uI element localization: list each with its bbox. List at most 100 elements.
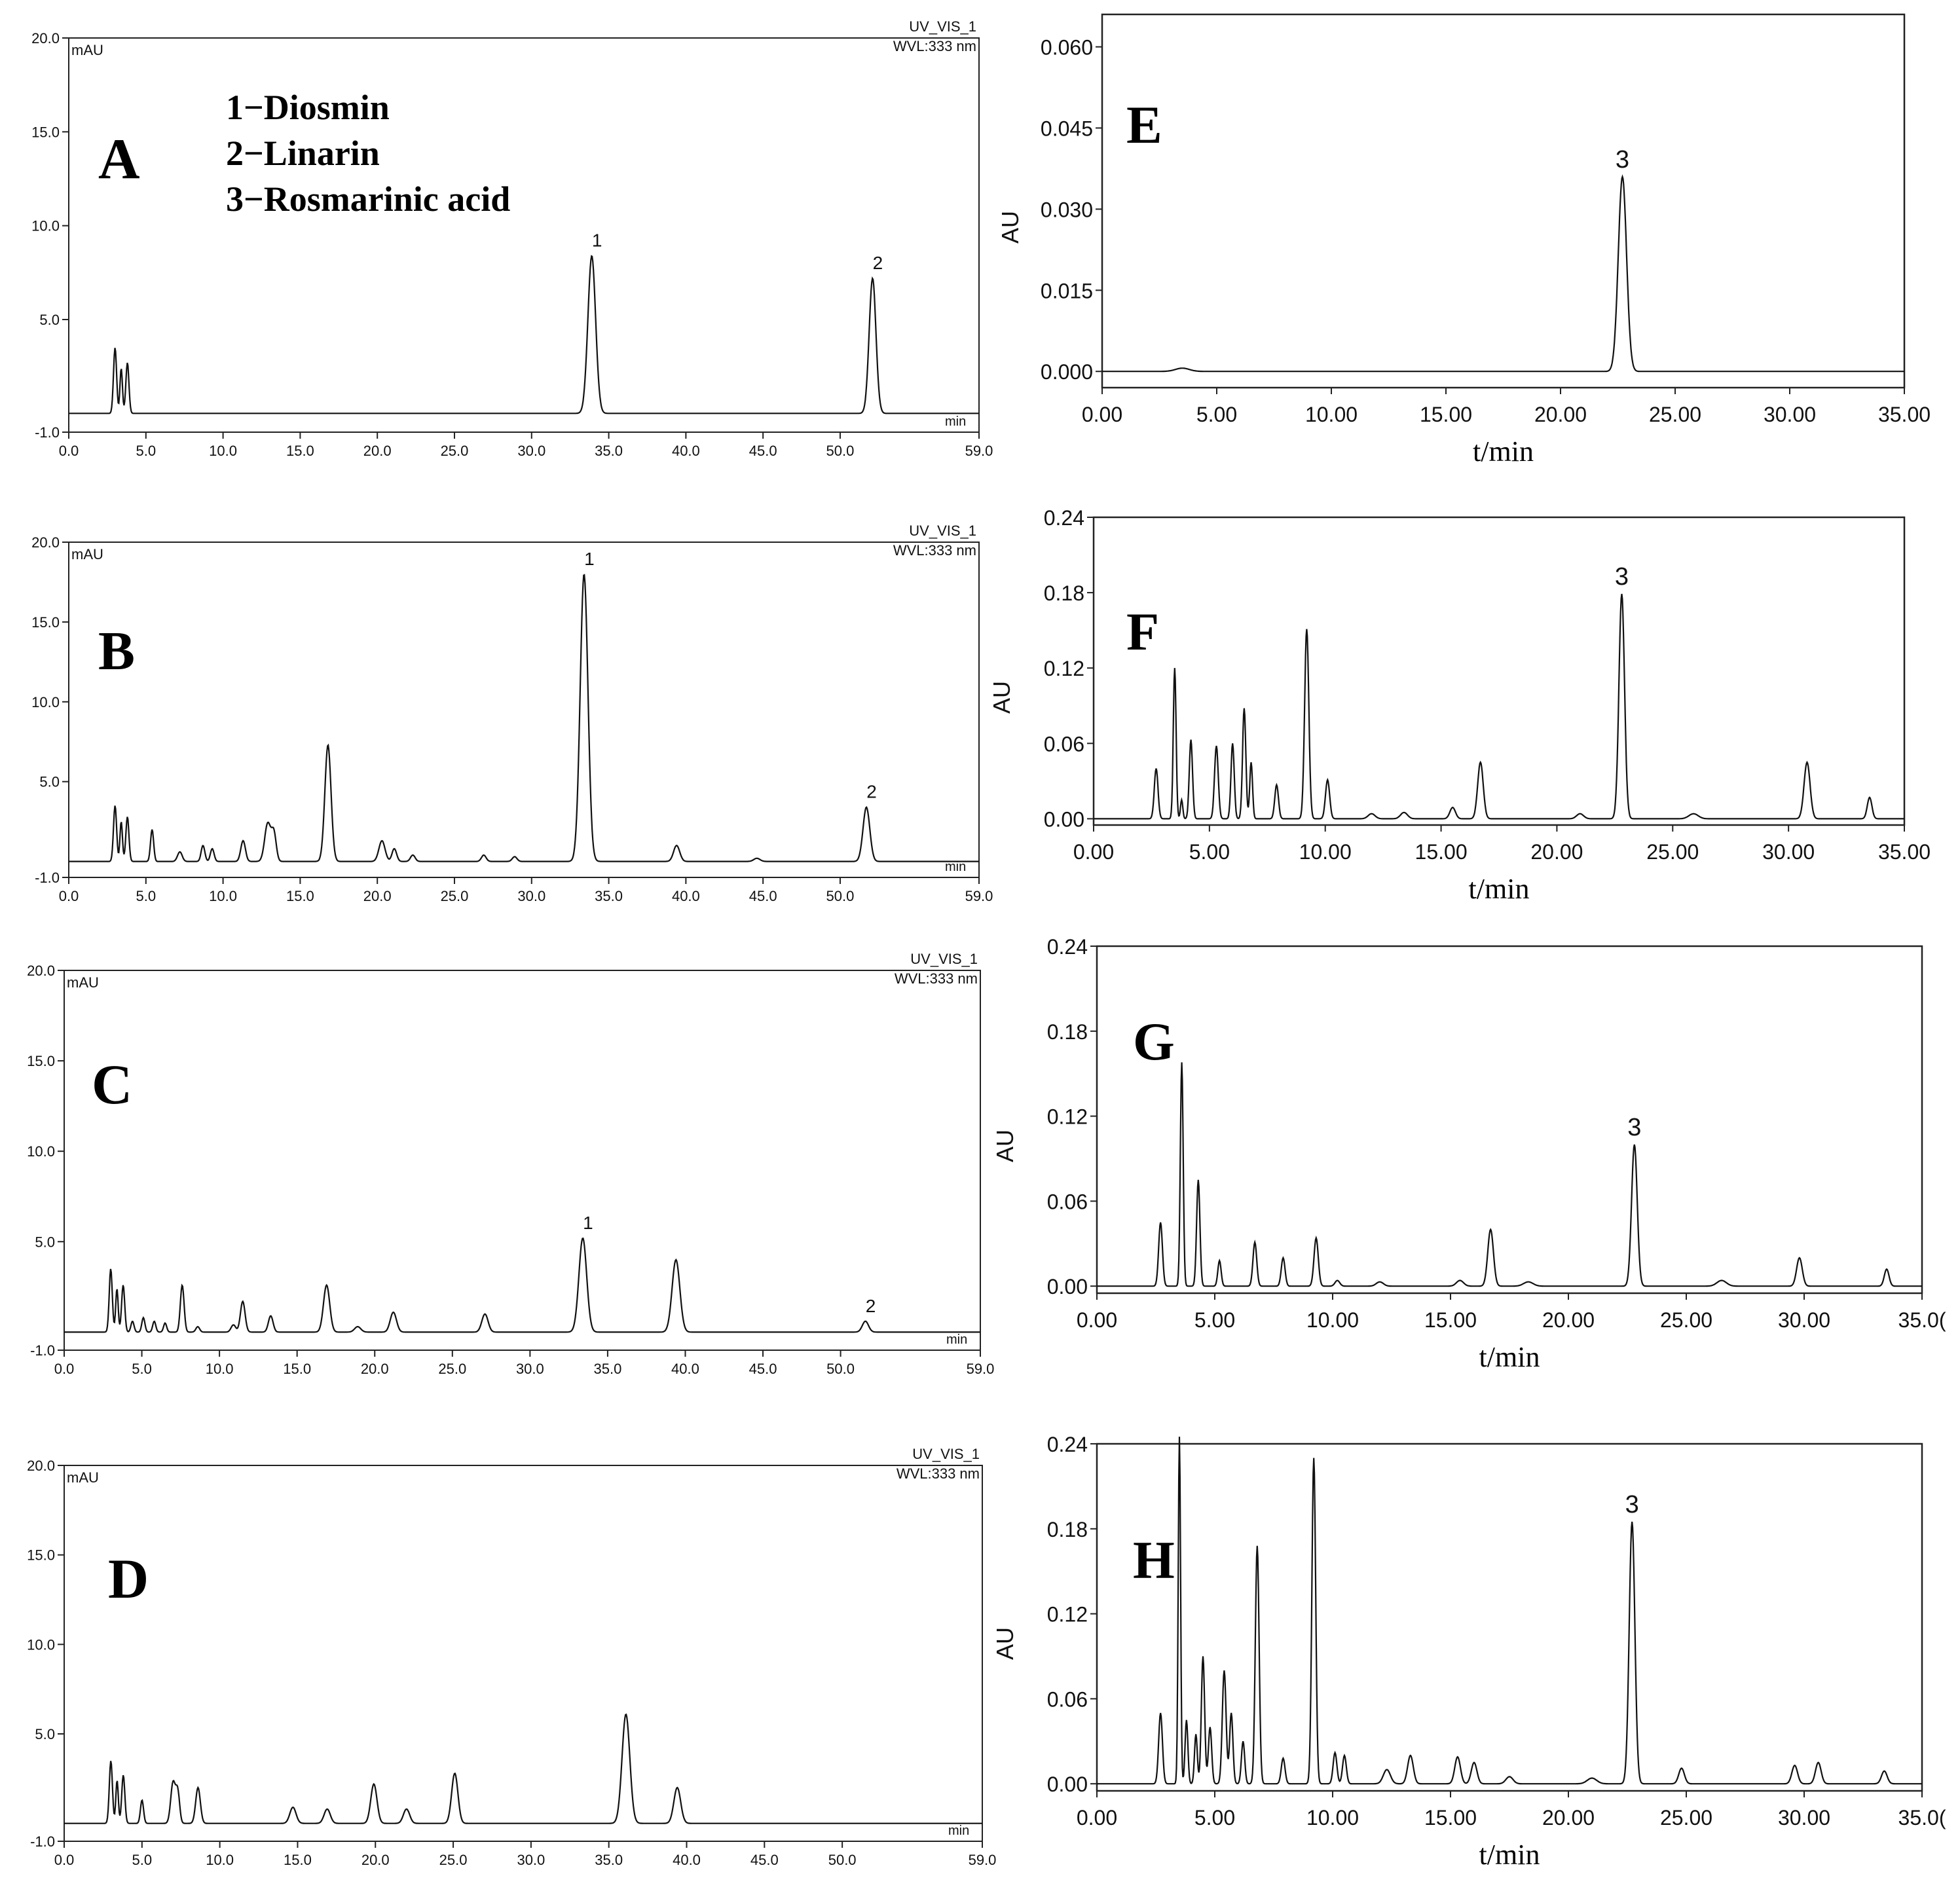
x-tick-label: 25.0 — [441, 888, 469, 904]
y-tick-label: 10.0 — [31, 694, 60, 710]
x-tick-label: 50.0 — [826, 1361, 855, 1377]
y-tick-label: 20.0 — [27, 1458, 55, 1474]
y-tick-label: -1.0 — [30, 1833, 55, 1850]
x-tick-label: 20.00 — [1534, 403, 1587, 426]
x-tick-label: 0.0 — [54, 1361, 75, 1377]
y-tick-label: 0.060 — [1041, 36, 1093, 60]
x-tick-label: 15.0 — [286, 888, 314, 904]
panel-g: 0.00 0.06 0.12 0.18 0.24 0.00 5.00 10.00 15.00 20… — [991, 935, 1946, 1373]
wavelength-header: WVL:333 nm — [893, 542, 976, 559]
x-tick-label: 0.00 — [1077, 1806, 1117, 1829]
x-tick-label: 0.0 — [59, 443, 79, 459]
y-tick-label: -1.0 — [30, 1342, 55, 1359]
x-tick-label: 50.0 — [826, 443, 855, 459]
y-tick-label: 0.00 — [1047, 1275, 1088, 1298]
x-tick-label: 45.0 — [749, 1361, 777, 1377]
y-axis-title: AU — [991, 1627, 1018, 1660]
x-axis-title: t/min — [1479, 1839, 1540, 1871]
y-tick-label: 15.0 — [27, 1053, 55, 1069]
peak-label: 2 — [873, 253, 883, 273]
y-unit-label: mAU — [71, 546, 103, 562]
y-tick-label: 0.18 — [1047, 1020, 1088, 1044]
x-tick-label: 45.0 — [749, 443, 777, 459]
x-tick-label: 50.0 — [828, 1852, 857, 1868]
x-tick-label: 10.0 — [209, 443, 237, 459]
x-tick-label: 5.00 — [1194, 1308, 1235, 1332]
x-axis-title: t/min — [1473, 435, 1534, 468]
y-tick-label: 15.0 — [27, 1547, 55, 1564]
y-tick-label: 15.0 — [31, 614, 60, 631]
chromatogram-trace — [1094, 593, 1904, 820]
x-tick-label: 59.0 — [965, 888, 993, 904]
x-tick-label: 5.0 — [136, 443, 156, 459]
panel-letter: C — [92, 1053, 132, 1116]
x-tick-label: 40.0 — [673, 1852, 701, 1868]
plot-frame — [1092, 516, 1906, 826]
x-tick-label: 35.0 — [594, 1361, 622, 1377]
x-tick-label: 59.0 — [967, 1361, 995, 1377]
y-tick-label: 5.0 — [39, 774, 60, 790]
x-tick-label: 25.00 — [1649, 403, 1701, 426]
x-tick-label: 15.0 — [283, 1361, 311, 1377]
chromatogram-panels: -1.05.010.015.020.00.0 5.0 10.0 15.0 20.0 25.… — [27, 13, 1946, 1871]
wavelength-header: WVL:333 nm — [897, 1465, 980, 1482]
x-tick-label: 5.00 — [1194, 1806, 1235, 1829]
detector-header: UV_VIS_1 — [909, 18, 976, 35]
x-unit-label: min — [945, 414, 966, 429]
y-tick-label: 0.24 — [1047, 935, 1088, 959]
x-tick-label: 10.00 — [1305, 403, 1358, 426]
x-tick-label: 15.00 — [1424, 1308, 1477, 1332]
y-tick-label: 10.0 — [27, 1143, 55, 1160]
y-unit-label: mAU — [67, 974, 99, 991]
x-tick-label: 35.0( — [1898, 1806, 1946, 1829]
x-tick-label: 40.0 — [672, 888, 700, 904]
x-tick-label: 20.0 — [361, 1361, 389, 1377]
x-tick-label: 0.0 — [59, 888, 79, 904]
panel-h: 0.00 0.06 0.12 0.18 0.24 0.00 5.00 10.00 15.00 20… — [991, 1433, 1946, 1871]
x-tick-label: 25.00 — [1646, 840, 1699, 864]
panel-f: 0.00 0.06 0.12 0.18 0.24 0.00 5.00 10.00 15.00 20… — [988, 506, 1931, 905]
panel-letter: G — [1133, 1012, 1175, 1071]
x-tick-label: 15.0 — [286, 443, 314, 459]
panel-letter: D — [108, 1547, 149, 1610]
y-tick-label: 10.0 — [31, 218, 60, 234]
peak-label: 1 — [584, 549, 595, 569]
panel-letter: B — [98, 621, 135, 682]
plot-frame — [64, 970, 981, 1351]
x-tick-label: 15.00 — [1420, 403, 1472, 426]
plot-frame — [64, 1465, 983, 1842]
x-unit-label: min — [948, 1824, 969, 1838]
x-tick-label: 15.0 — [284, 1852, 312, 1868]
y-tick-label: 0.12 — [1047, 1603, 1088, 1627]
peak-label: 3 — [1627, 1114, 1641, 1141]
x-tick-label: 30.0 — [517, 443, 545, 459]
x-tick-label: 10.00 — [1306, 1806, 1359, 1829]
x-tick-label: 50.0 — [826, 888, 855, 904]
x-tick-label: 10.0 — [206, 1852, 234, 1868]
y-tick-label: -1.0 — [35, 424, 60, 441]
x-tick-label: 25.0 — [439, 1852, 468, 1868]
x-tick-label: 35.0 — [595, 443, 623, 459]
x-tick-label: 30.0 — [516, 1361, 544, 1377]
x-tick-label: 10.00 — [1306, 1308, 1359, 1332]
x-tick-label: 35.0 — [595, 1852, 623, 1868]
y-unit-label: mAU — [71, 42, 103, 58]
x-tick-label: 59.0 — [969, 1852, 997, 1868]
chromatogram-trace — [1097, 1437, 1922, 1785]
y-tick-label: 0.06 — [1047, 1687, 1088, 1711]
plot-frame — [1096, 945, 1923, 1295]
y-tick-label: 0.18 — [1044, 581, 1084, 605]
y-tick-label: 20.0 — [31, 534, 60, 551]
x-tick-label: 25.0 — [441, 443, 469, 459]
y-axis-title: AU — [991, 1130, 1018, 1162]
wavelength-header: WVL:333 nm — [895, 970, 978, 987]
x-tick-label: 0.00 — [1077, 1308, 1117, 1332]
x-tick-label: 10.0 — [206, 1361, 234, 1377]
x-tick-label: 20.00 — [1542, 1308, 1595, 1332]
y-tick-label: 5.0 — [35, 1234, 55, 1250]
x-tick-label: 30.00 — [1764, 403, 1816, 426]
wavelength-header: WVL:333 nm — [893, 38, 976, 54]
y-tick-label: 0.00 — [1044, 807, 1084, 831]
panel-letter: E — [1126, 95, 1162, 155]
compound-legend: 1−Diosmin 2−Linarin 3−Rosmarinic acid — [226, 88, 510, 219]
